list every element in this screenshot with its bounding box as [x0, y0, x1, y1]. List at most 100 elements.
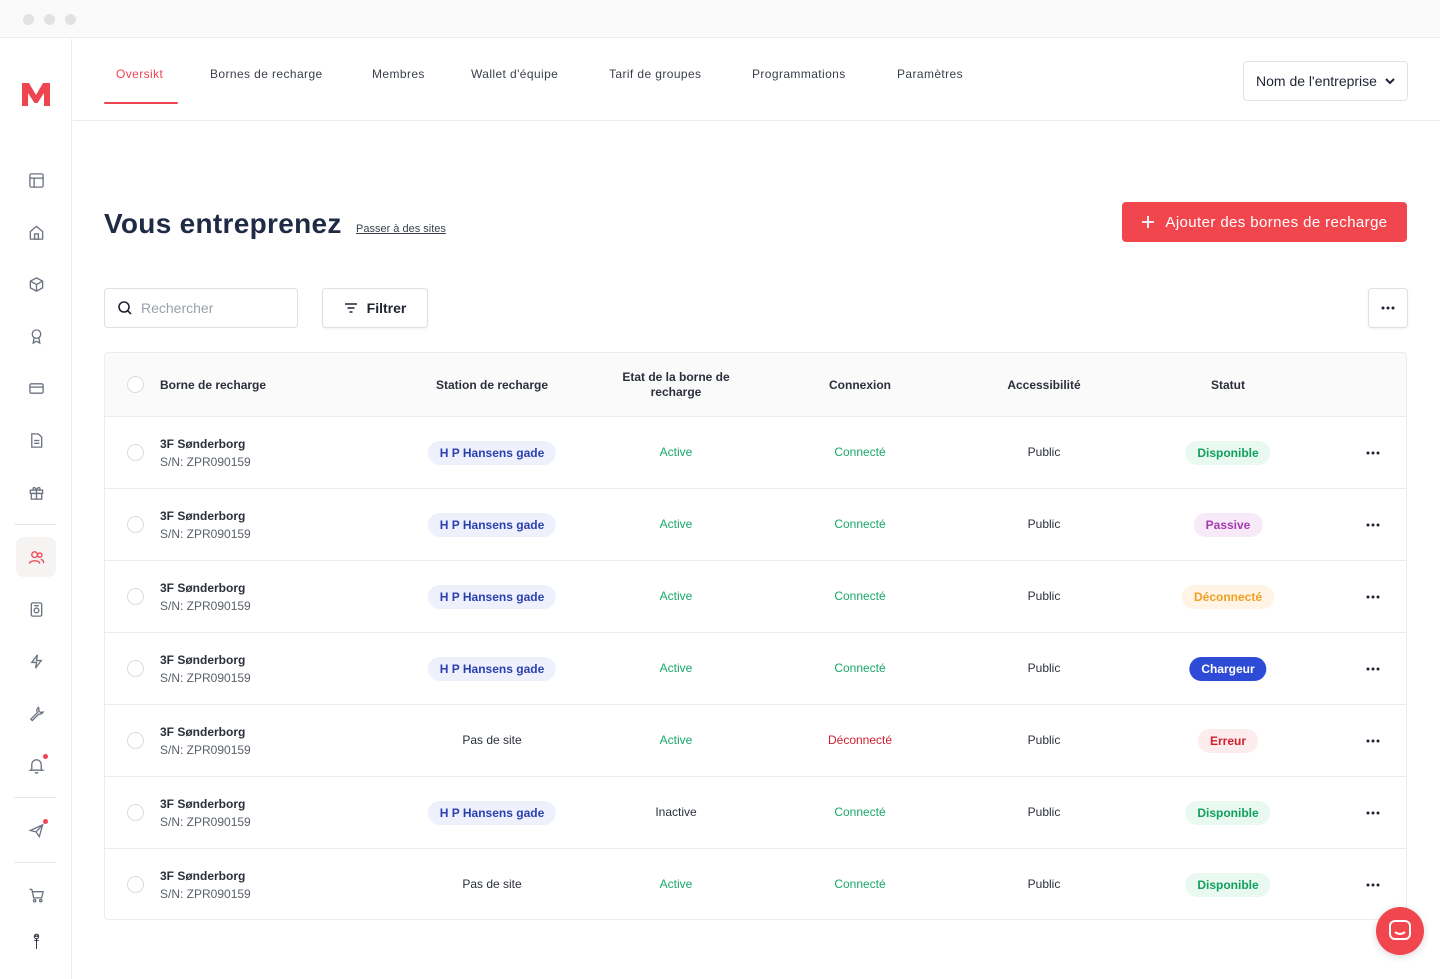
row-actions-button[interactable] — [1363, 803, 1383, 823]
add-chargers-button[interactable]: Ajouter des bornes de recharge — [1122, 202, 1407, 242]
chargers-table: Borne de recharge Station de recharge Et… — [104, 352, 1407, 920]
column-header-charger[interactable]: Borne de recharge — [160, 378, 267, 392]
station-pill[interactable]: H P Hansens gade — [427, 513, 557, 537]
station-pill[interactable]: H P Hansens gade — [427, 657, 557, 681]
column-header-accessibility[interactable]: Accessibilité — [1007, 378, 1081, 392]
cart-icon[interactable] — [16, 875, 56, 915]
bolt-icon[interactable] — [16, 641, 56, 681]
charger-state: Active — [659, 517, 693, 531]
device-icon[interactable] — [16, 589, 56, 629]
status-badge: Chargeur — [1189, 657, 1267, 681]
more-horizontal-icon — [1366, 811, 1380, 815]
wrench-icon[interactable] — [16, 693, 56, 733]
tab-oversikt[interactable]: Oversikt — [116, 67, 164, 81]
station-pill[interactable]: H P Hansens gade — [427, 441, 557, 465]
charger-state: Inactive — [655, 805, 697, 819]
accessibility: Public — [1027, 805, 1061, 819]
top-nav: Oversikt Bornes de recharge Membres Wall… — [73, 39, 1440, 121]
table-row[interactable]: 3F Sønderborg S/N: ZPR090159 Pas de site Ac… — [105, 705, 1406, 777]
status-badge: Disponible — [1185, 873, 1271, 897]
company-select-value: Nom de l'entreprise — [1256, 73, 1377, 89]
table-row[interactable]: 3F Sønderborg S/N: ZPR090159 H P Hansens g… — [105, 777, 1406, 849]
chat-button[interactable] — [1376, 907, 1424, 955]
row-checkbox[interactable] — [127, 588, 144, 605]
window-minimize-dot[interactable] — [44, 14, 55, 25]
window-close-dot[interactable] — [23, 14, 34, 25]
row-actions-button[interactable] — [1363, 875, 1383, 895]
row-actions-button[interactable] — [1363, 587, 1383, 607]
charger-state: Active — [659, 445, 693, 459]
window-titlebar — [0, 0, 1440, 38]
row-checkbox[interactable] — [127, 444, 144, 461]
row-actions-button[interactable] — [1363, 659, 1383, 679]
company-select[interactable]: Nom de l'entreprise — [1243, 61, 1408, 101]
bell-icon[interactable] — [16, 745, 56, 785]
row-checkbox[interactable] — [127, 804, 144, 821]
gift-icon[interactable] — [16, 472, 56, 512]
charger-name: 3F Sønderborg — [160, 725, 246, 739]
award-icon[interactable] — [16, 316, 56, 356]
column-header-station[interactable]: Station de recharge — [435, 378, 549, 392]
filter-button[interactable]: Filtrer — [322, 288, 428, 328]
chevron-down-icon — [1385, 78, 1395, 85]
more-horizontal-icon — [1366, 739, 1380, 743]
charger-name: 3F Sønderborg — [160, 797, 246, 811]
connection-status: Connecté — [834, 661, 886, 675]
table-row[interactable]: 3F Sønderborg S/N: ZPR090159 H P Hansens g… — [105, 633, 1406, 705]
users-icon[interactable] — [16, 537, 56, 577]
sidebar-divider — [14, 797, 56, 798]
logo-icon[interactable] — [20, 79, 52, 109]
card-icon[interactable] — [16, 368, 56, 408]
home-icon[interactable] — [16, 212, 56, 252]
row-checkbox[interactable] — [127, 876, 144, 893]
search-input[interactable] — [141, 300, 291, 316]
row-checkbox[interactable] — [127, 516, 144, 533]
station-pill[interactable]: H P Hansens gade — [427, 801, 557, 825]
column-header-connection[interactable]: Connexion — [829, 378, 891, 392]
charger-name: 3F Sønderborg — [160, 869, 246, 883]
tab-bornes-de-recharge[interactable]: Bornes de recharge — [210, 67, 323, 81]
row-actions-button[interactable] — [1363, 515, 1383, 535]
send-icon[interactable] — [16, 810, 56, 850]
table-row[interactable]: 3F Sønderborg S/N: ZPR090159 Pas de site Ac… — [105, 849, 1406, 919]
tab-programmations[interactable]: Programmations — [752, 67, 846, 81]
row-checkbox[interactable] — [127, 732, 144, 749]
sidebar — [0, 39, 72, 979]
row-checkbox[interactable] — [127, 660, 144, 677]
charger-state: Active — [659, 661, 693, 675]
layout-icon[interactable] — [16, 160, 56, 200]
more-horizontal-icon — [1366, 883, 1380, 887]
connection-status: Déconnecté — [827, 733, 893, 747]
row-actions-button[interactable] — [1363, 443, 1383, 463]
search-icon — [118, 301, 132, 315]
accessibility: Public — [1027, 517, 1061, 531]
more-options-button[interactable] — [1368, 288, 1408, 328]
filter-label: Filtrer — [366, 300, 407, 316]
table-row[interactable]: 3F Sønderborg S/N: ZPR090159 H P Hansens g… — [105, 561, 1406, 633]
table-row[interactable]: 3F Sønderborg S/N: ZPR090159 H P Hansens g… — [105, 489, 1406, 561]
search-box[interactable] — [104, 288, 298, 328]
station-text: Pas de site — [462, 877, 522, 891]
box-icon[interactable] — [16, 264, 56, 304]
select-all-checkbox[interactable] — [127, 376, 144, 393]
switch-to-sites-link[interactable]: Passer à des sites — [356, 223, 446, 235]
tab-wallet[interactable]: Wallet d'équipe — [471, 67, 559, 81]
column-header-state[interactable]: Etat de la borne de recharge — [622, 370, 730, 399]
add-chargers-label: Ajouter des bornes de recharge — [1165, 213, 1388, 231]
sidebar-divider — [14, 862, 56, 863]
document-icon[interactable] — [16, 420, 56, 460]
accessibility: Public — [1027, 445, 1061, 459]
column-header-status[interactable]: Statut — [1211, 378, 1245, 392]
charger-state: Active — [659, 733, 693, 747]
row-actions-button[interactable] — [1363, 731, 1383, 751]
sidebar-divider — [14, 524, 56, 525]
window-maximize-dot[interactable] — [65, 14, 76, 25]
table-row[interactable]: 3F Sønderborg S/N: ZPR090159 H P Hansens g… — [105, 417, 1406, 489]
tab-parametres[interactable]: Paramètres — [897, 67, 964, 81]
notification-dot — [43, 819, 48, 824]
tab-membres[interactable]: Membres — [372, 67, 425, 81]
user-icon[interactable] — [16, 921, 56, 961]
more-horizontal-icon — [1366, 595, 1380, 599]
tab-tarif-de-groupes[interactable]: Tarif de groupes — [609, 67, 702, 81]
station-pill[interactable]: H P Hansens gade — [427, 585, 557, 609]
